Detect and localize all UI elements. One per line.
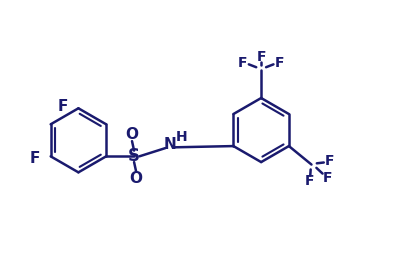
Text: F: F [305, 174, 314, 188]
Text: N: N [164, 137, 177, 152]
Text: F: F [256, 50, 266, 63]
Text: F: F [275, 56, 284, 70]
Text: F: F [238, 56, 247, 70]
Text: F: F [325, 154, 335, 168]
Text: S: S [128, 147, 140, 165]
Text: F: F [322, 171, 332, 185]
Text: O: O [130, 171, 143, 186]
Text: H: H [176, 131, 188, 144]
Text: O: O [126, 127, 139, 142]
Text: F: F [30, 151, 40, 166]
Text: F: F [58, 99, 68, 114]
